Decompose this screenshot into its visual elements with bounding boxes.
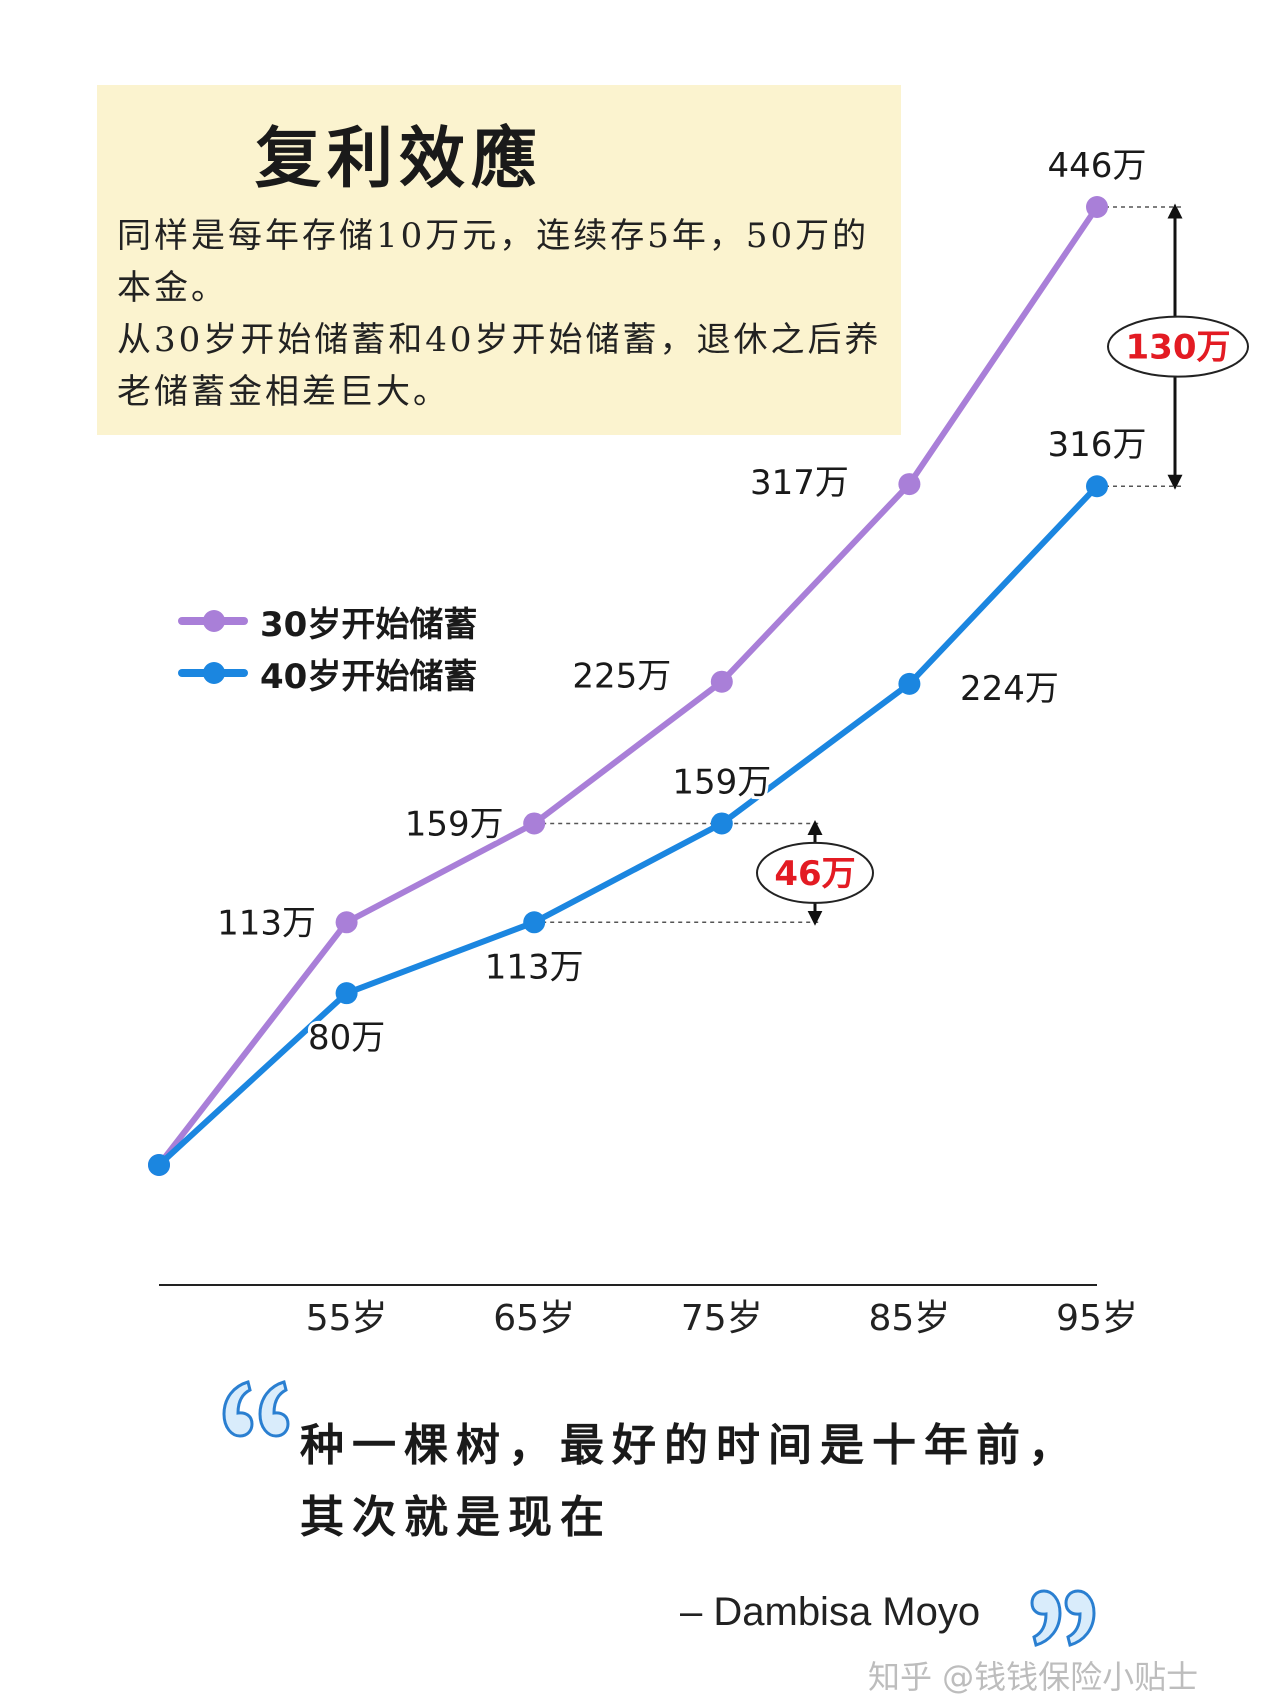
data-label: 159万 [672,762,771,802]
x-tick-label: 85岁 [868,1298,950,1339]
quote: 种一棵树，最好的时间是十年前， 其次就是现在 [300,1410,1180,1554]
data-point [148,1154,170,1176]
intro-title: 复利效應 [255,119,543,197]
watermark: 知乎 @钱钱保险小贴士 [868,1658,1199,1696]
data-label: 317万 [750,463,849,503]
legend-item-series-2: 40岁开始储蓄 [178,647,477,699]
difference-badge [1107,315,1249,378]
quote-line-2: 其次就是现在 [300,1492,612,1543]
x-tick-label: 55岁 [306,1298,388,1339]
difference-badge [756,841,874,904]
data-point [1086,475,1108,498]
data-point [335,911,358,934]
data-label: 224万 [960,669,1059,709]
data-point [1086,196,1108,218]
legend-label-series-1: 30岁开始储蓄 [260,604,478,645]
data-point [898,672,921,695]
data-point [523,911,546,934]
x-tick-label: 75岁 [681,1298,763,1339]
legend-label-series-2: 40岁开始储蓄 [260,656,478,697]
x-tick-label: 95岁 [1056,1298,1138,1339]
intro-line-2: 从30岁开始储蓄和40岁开始储蓄，退休之后养老储蓄金相差巨大。 [117,320,882,412]
data-label: 159万 [405,804,504,844]
legend-swatch-series-1 [178,610,248,632]
close-quote-icon [1030,1589,1096,1647]
data-point [523,812,546,835]
difference-label: 46万 [774,854,855,894]
series-line-1 [156,205,1100,1167]
intro-line-1: 同样是每年存储10万元，连续存5年，50万的本金。 [117,216,870,308]
data-label: 316万 [1048,425,1147,465]
quote-line-1: 种一棵树，最好的时间是十年前， [300,1420,1080,1471]
data-label: 225万 [572,657,671,697]
data-point [898,473,921,496]
legend-item-series-1: 30岁开始储蓄 [178,595,477,647]
x-tick-label: 65岁 [493,1298,575,1339]
legend: 30岁开始储蓄 40岁开始储蓄 [178,595,477,699]
intro-box: 复利效應 同样是每年存储10万元，连续存5年，50万的本金。 从30岁开始储蓄和… [97,85,901,435]
intro-text: 同样是每年存储10万元，连续存5年，50万的本金。 从30岁开始储蓄和40岁开始… [117,210,887,418]
data-point [710,670,733,693]
data-label: 113万 [217,903,316,943]
series-line-2 [156,484,1100,1168]
quote-author: – Dambisa Moyo [680,1590,981,1634]
data-label: 113万 [485,947,584,987]
data-label: 446万 [1048,146,1147,186]
open-quote-icon [222,1380,290,1438]
data-point [335,982,358,1005]
difference-label: 130万 [1126,328,1231,368]
legend-swatch-series-2 [178,662,248,684]
data-point [710,812,733,835]
data-label: 80万 [308,1018,385,1058]
